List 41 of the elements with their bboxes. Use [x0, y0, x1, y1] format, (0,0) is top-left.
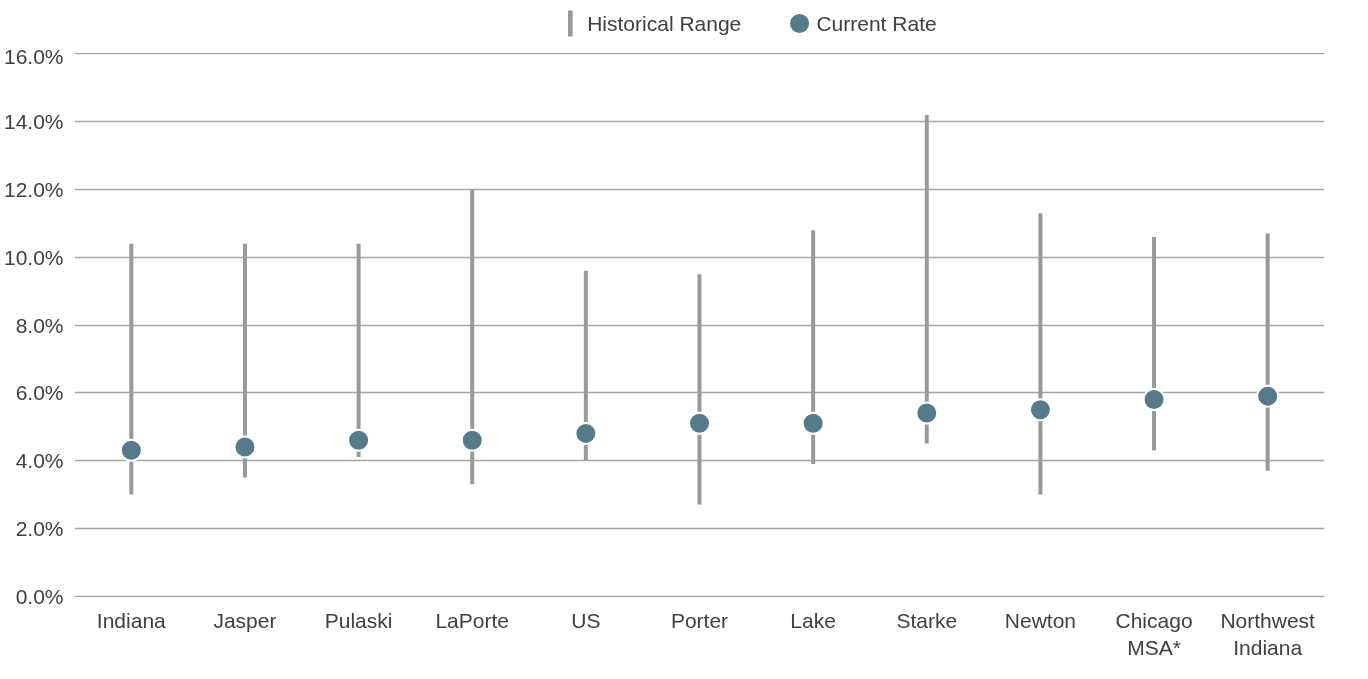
- y-tick-label: 16.0%: [3, 44, 64, 68]
- y-tick-label: 12.0%: [3, 178, 64, 201]
- y-tick-label: 4.0%: [15, 449, 64, 472]
- x-tick-label: Pulaski: [324, 608, 393, 632]
- point: [119, 438, 143, 462]
- x-tick-label: Lake: [790, 608, 836, 632]
- bar: [811, 230, 816, 464]
- y-tick-label: 14.0%: [3, 110, 64, 134]
- bar: [1038, 213, 1043, 495]
- x-tick-label: Indiana: [96, 608, 167, 632]
- x-tick-label: Jasper: [213, 608, 277, 632]
- y-tick-label: 10.0%: [3, 245, 64, 269]
- bar: [1265, 233, 1270, 471]
- bar: [129, 243, 134, 495]
- point: [688, 411, 711, 435]
- point: [233, 435, 257, 459]
- x-tick-label: LaPorte: [435, 608, 510, 632]
- point: [1256, 384, 1280, 408]
- x-tick-label: Newton: [1004, 608, 1077, 632]
- bar: [924, 114, 929, 444]
- bar: [242, 243, 247, 478]
- point: [801, 411, 825, 435]
- point: [574, 421, 598, 445]
- point: [347, 428, 371, 452]
- point: [1142, 388, 1166, 412]
- bar: [470, 189, 475, 485]
- x-tick-label: Chicago MSA*: [1115, 608, 1193, 660]
- y-tick-label: 8.0%: [15, 313, 64, 337]
- y-tick-label: 0.0%: [15, 584, 64, 608]
- point: [460, 428, 484, 452]
- point: [1028, 398, 1052, 422]
- y-tick-label: 2.0%: [15, 516, 64, 540]
- legend-label: Current Rate: [816, 12, 937, 35]
- y-tick-label: 6.0%: [15, 381, 64, 405]
- x-tick-label: US: [571, 608, 601, 632]
- x-tick-label: Starke: [896, 608, 958, 632]
- bar: [356, 243, 361, 458]
- legend-label: Historical Range: [587, 12, 742, 35]
- x-tick-label: Porter: [670, 608, 729, 632]
- x-tick-label: Northwest Indiana: [1220, 608, 1316, 660]
- point: [915, 401, 939, 425]
